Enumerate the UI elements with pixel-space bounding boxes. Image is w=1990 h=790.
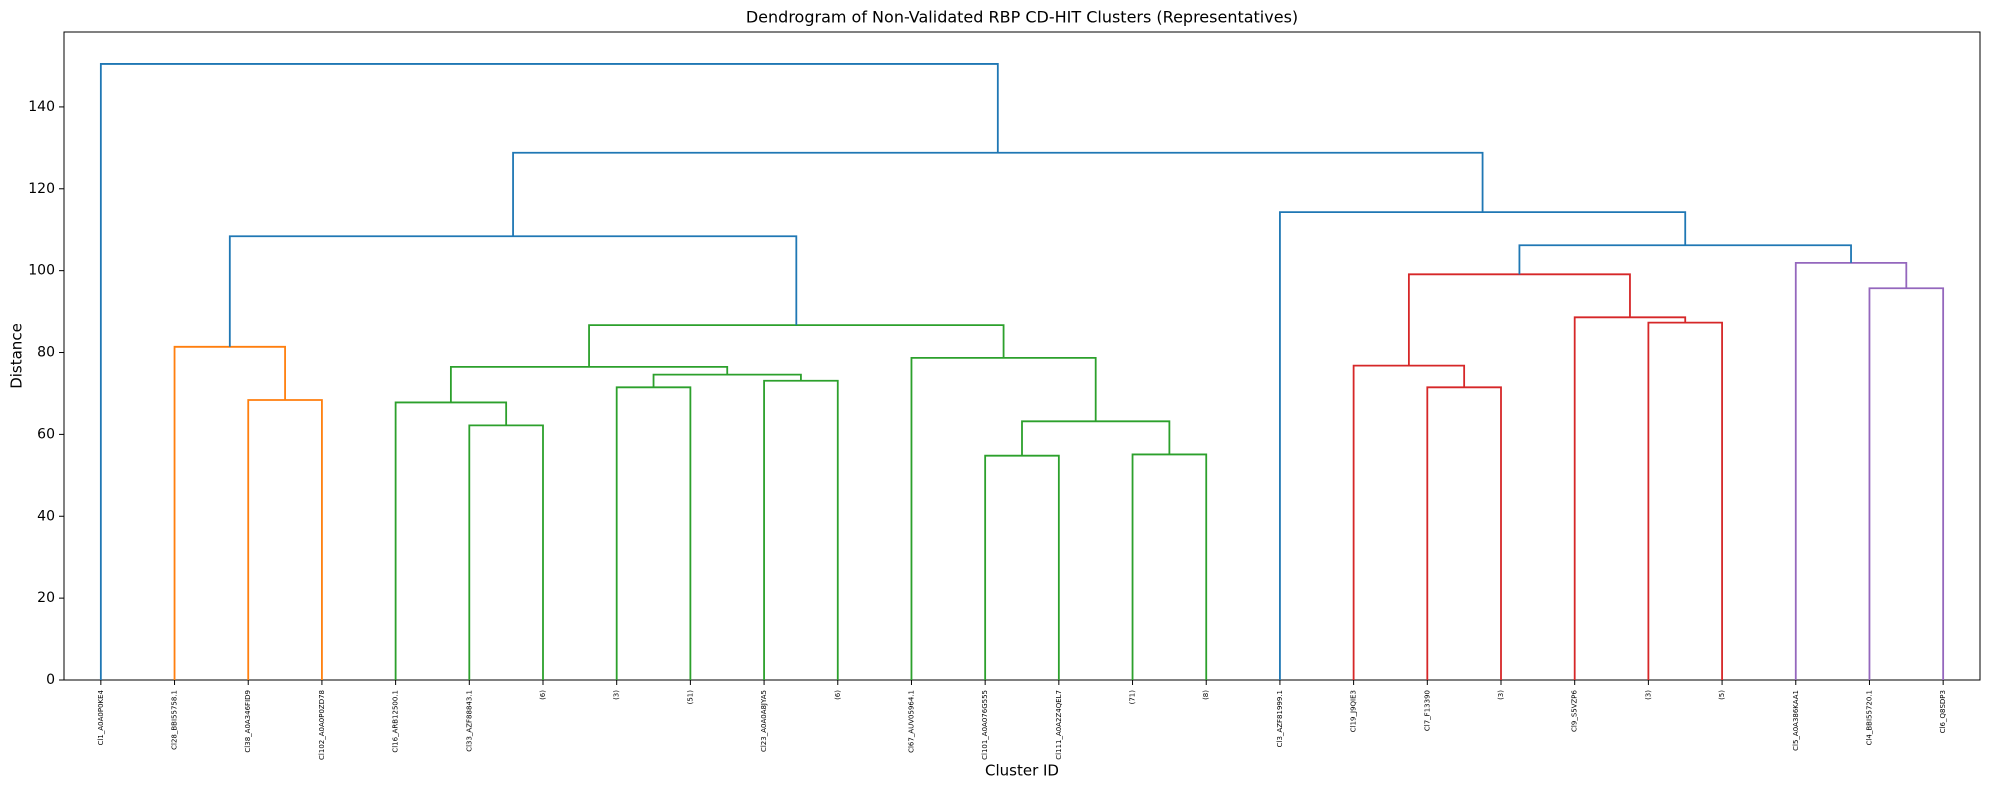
link (588, 324, 1005, 367)
leaf-label: Cl101_A0A076G555 (981, 690, 989, 760)
y-tick-label: 20 (37, 590, 55, 606)
leaf-label: (8) (1202, 690, 1210, 700)
link (1021, 420, 1171, 456)
link (1647, 321, 1723, 680)
leaf-label: Cl1_A0A0P0KE4 (97, 689, 105, 745)
y-tick-label: 40 (37, 508, 55, 524)
leaf-label: Cl7_F13390 (1423, 690, 1431, 731)
leaf-label: (6) (539, 690, 547, 700)
y-tick-label: 140 (28, 99, 55, 115)
y-tick-label: 120 (28, 181, 55, 197)
y-axis-label: Distance (8, 323, 26, 389)
link (228, 235, 798, 347)
x-axis-label: Cluster ID (985, 762, 1059, 780)
leaf-label: (3) (1497, 690, 1505, 700)
leaf-label: (6) (834, 690, 842, 700)
leaf-label: (5) (1718, 690, 1726, 700)
link (394, 401, 508, 680)
leaf-label: Cl4_BBI55720.1 (1865, 690, 1873, 745)
link (1573, 316, 1687, 680)
leaf-label: Cl6_Q8SDP3 (1939, 690, 1947, 733)
leaf-label: Cl102_A0A0P0ZD78 (318, 690, 326, 760)
link (1131, 453, 1208, 680)
leaf-label: Cl67_AUV05964.1 (907, 690, 915, 753)
y-tick-label: 80 (37, 345, 55, 361)
link (1352, 364, 1466, 680)
link (1407, 273, 1631, 366)
leaf-label: (71) (1129, 690, 1137, 705)
link (1426, 386, 1502, 680)
leaf-label: (3) (613, 690, 621, 700)
link (1518, 244, 1852, 275)
link (247, 399, 323, 680)
leaf-label: (3) (1644, 690, 1652, 700)
leaf-label: Cl16_ARB12500.1 (392, 690, 400, 753)
link (1868, 287, 1945, 680)
leaf-label: Cl111_A0A2Z4QEL7 (1055, 690, 1063, 760)
leaf-label: (51) (686, 690, 694, 705)
leaf-label: Cl33_AZF88843.1 (465, 690, 473, 752)
leaf-label: Cl3_AZF81999.1 (1276, 690, 1284, 747)
link (984, 454, 1060, 680)
plot-frame (63, 31, 1981, 681)
leaf-label: Cl23_A0A0A8JYA5 (760, 690, 768, 752)
chart-title: Dendrogram of Non-Validated RBP CD-HIT C… (746, 8, 1298, 27)
link (763, 379, 839, 680)
link (615, 386, 692, 680)
link (910, 356, 1097, 680)
link (99, 63, 999, 680)
y-tick-label: 100 (28, 263, 55, 279)
link (173, 345, 286, 680)
link (1794, 261, 1908, 680)
link (1279, 211, 1687, 680)
link (468, 424, 544, 680)
link (512, 151, 1484, 237)
leaf-label: Cl19_J9QIE3 (1350, 690, 1358, 732)
leaf-label: Cl5_A0A386KAA1 (1792, 690, 1800, 751)
leaf-label: Cl9_S5VZP6 (1571, 689, 1579, 731)
leaf-label: Cl38_A0A346FID9 (244, 690, 252, 753)
y-tick-label: 0 (46, 672, 55, 688)
leaf-label: Cl28_BBI55758.1 (171, 690, 179, 750)
link (449, 365, 729, 403)
y-tick-label: 60 (37, 426, 55, 442)
